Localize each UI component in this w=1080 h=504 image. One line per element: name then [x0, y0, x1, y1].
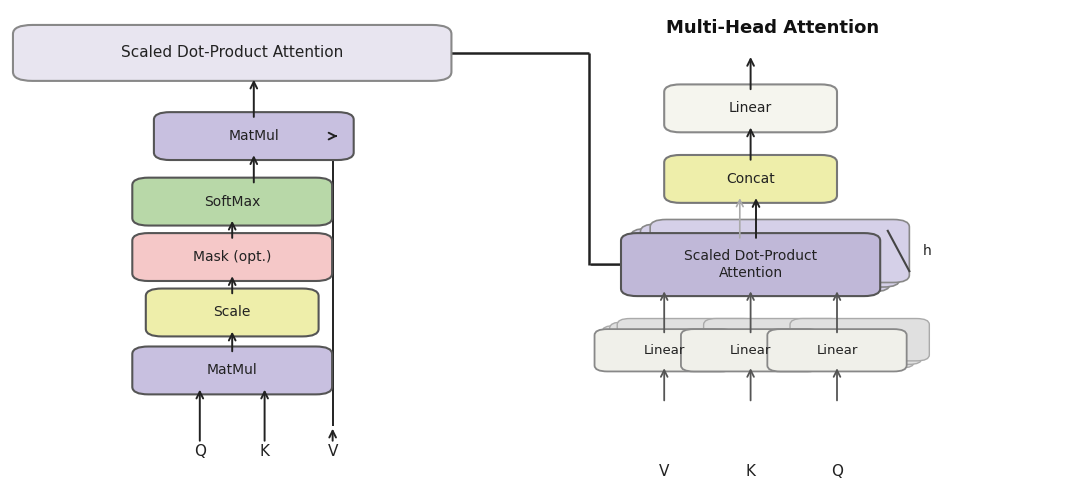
FancyBboxPatch shape [640, 224, 900, 287]
FancyBboxPatch shape [133, 233, 333, 281]
FancyBboxPatch shape [767, 329, 907, 371]
FancyBboxPatch shape [775, 326, 914, 368]
FancyBboxPatch shape [153, 112, 353, 160]
Text: Linear: Linear [730, 344, 771, 357]
FancyBboxPatch shape [696, 322, 836, 364]
FancyBboxPatch shape [603, 326, 741, 368]
Text: K: K [259, 444, 270, 459]
FancyBboxPatch shape [650, 220, 909, 282]
Text: Linear: Linear [816, 344, 858, 357]
Text: MatMul: MatMul [229, 129, 279, 143]
FancyBboxPatch shape [133, 347, 333, 394]
Text: Scale: Scale [214, 305, 251, 320]
Text: V: V [327, 444, 338, 459]
Text: V: V [659, 464, 670, 479]
FancyBboxPatch shape [621, 233, 880, 296]
Text: SoftMax: SoftMax [204, 195, 260, 209]
FancyBboxPatch shape [594, 329, 734, 371]
FancyBboxPatch shape [664, 85, 837, 132]
FancyBboxPatch shape [618, 319, 756, 361]
Text: Linear: Linear [644, 344, 685, 357]
FancyBboxPatch shape [631, 229, 890, 291]
Text: Mask (opt.): Mask (opt.) [193, 250, 271, 264]
FancyBboxPatch shape [791, 319, 929, 361]
Text: Scaled Dot-Product
Attention: Scaled Dot-Product Attention [684, 249, 818, 280]
Text: Linear: Linear [729, 101, 772, 115]
FancyBboxPatch shape [146, 288, 319, 337]
FancyBboxPatch shape [13, 25, 451, 81]
FancyBboxPatch shape [782, 322, 922, 364]
Text: MatMul: MatMul [207, 363, 257, 377]
Text: Q: Q [831, 464, 843, 479]
Text: Multi-Head Attention: Multi-Head Attention [665, 19, 879, 37]
Text: Scaled Dot-Product Attention: Scaled Dot-Product Attention [121, 45, 343, 60]
Text: h: h [922, 244, 931, 258]
Text: Q: Q [193, 444, 206, 459]
FancyBboxPatch shape [680, 329, 821, 371]
FancyBboxPatch shape [664, 155, 837, 203]
FancyBboxPatch shape [609, 322, 750, 364]
FancyBboxPatch shape [704, 319, 842, 361]
FancyBboxPatch shape [689, 326, 827, 368]
Text: K: K [745, 464, 756, 479]
Text: Concat: Concat [726, 172, 775, 186]
FancyBboxPatch shape [133, 178, 333, 226]
